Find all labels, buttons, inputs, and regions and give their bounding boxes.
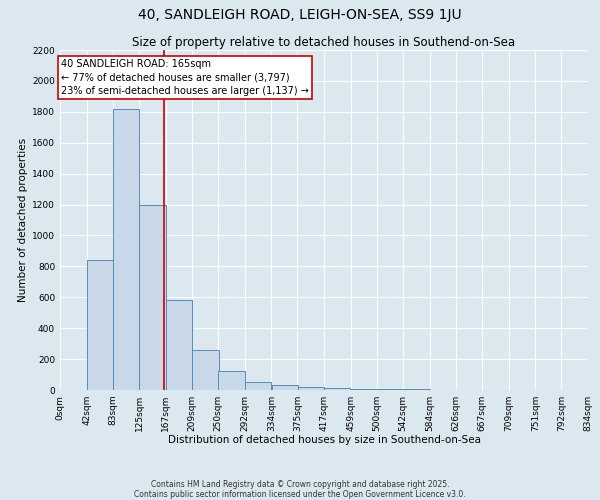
Text: 40, SANDLEIGH ROAD, LEIGH-ON-SEA, SS9 1JU: 40, SANDLEIGH ROAD, LEIGH-ON-SEA, SS9 1J… — [138, 8, 462, 22]
Bar — [245, 382, 271, 390]
Bar — [87, 260, 113, 390]
Bar — [377, 389, 403, 390]
Bar — [113, 108, 139, 390]
Bar — [166, 300, 192, 390]
Bar — [218, 372, 245, 390]
Bar — [298, 387, 324, 390]
Bar — [139, 204, 166, 390]
Y-axis label: Number of detached properties: Number of detached properties — [18, 138, 28, 302]
Title: Size of property relative to detached houses in Southend-on-Sea: Size of property relative to detached ho… — [133, 36, 515, 49]
Text: Contains HM Land Registry data © Crown copyright and database right 2025.
Contai: Contains HM Land Registry data © Crown c… — [134, 480, 466, 499]
Bar — [272, 386, 298, 390]
Bar — [324, 388, 350, 390]
Bar — [193, 350, 219, 390]
X-axis label: Distribution of detached houses by size in Southend-on-Sea: Distribution of detached houses by size … — [167, 436, 481, 446]
Bar — [351, 389, 377, 390]
Text: 40 SANDLEIGH ROAD: 165sqm
← 77% of detached houses are smaller (3,797)
23% of se: 40 SANDLEIGH ROAD: 165sqm ← 77% of detac… — [61, 60, 309, 96]
